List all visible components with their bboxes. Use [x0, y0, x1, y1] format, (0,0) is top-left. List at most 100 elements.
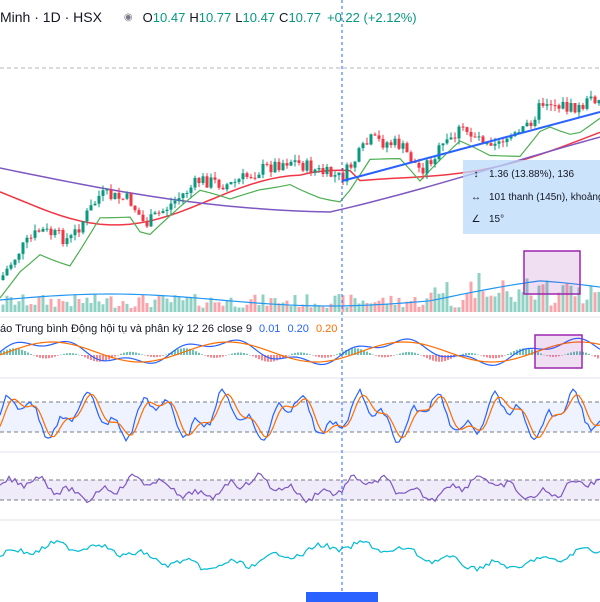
volume-bar: [62, 301, 65, 312]
volume-highlight-box[interactable]: [524, 251, 580, 294]
angle-text: 15°: [489, 214, 504, 225]
candle-body: [582, 105, 585, 109]
candle-body: [558, 105, 561, 108]
macd-legend[interactable]: áo Trung bình Động hội tụ và phân kỳ 12 …: [0, 323, 337, 335]
macd-histogram-bar: [48, 355, 50, 358]
candle-body: [274, 162, 277, 172]
volume-bar: [470, 282, 473, 312]
volume-bar: [334, 296, 337, 312]
macd-histogram-bar: [33, 355, 35, 356]
arrows-vertical-icon: ↕: [469, 169, 483, 180]
volume-bar: [422, 305, 425, 312]
macd-histogram-bar: [426, 355, 428, 358]
volume-bar: [550, 306, 553, 312]
macd-highlight-box[interactable]: [535, 335, 582, 368]
volume-bar: [146, 303, 149, 312]
candle-body: [58, 230, 61, 231]
volume-bar: [250, 299, 253, 312]
macd-histogram-bar: [117, 355, 119, 356]
macd-histogram-bar: [297, 352, 299, 355]
volume-bar: [386, 304, 389, 312]
candle-body: [42, 229, 45, 232]
volume-bar: [338, 294, 341, 312]
price-range-text: 1.36 (13.88%), 136: [489, 169, 574, 180]
volume-bar: [18, 301, 21, 312]
candle-body: [310, 161, 313, 173]
macd-histogram-bar: [120, 354, 122, 355]
candle-body: [438, 145, 441, 159]
candle-body: [214, 177, 217, 179]
volume-bar: [98, 301, 101, 312]
macd-histogram-bar: [213, 355, 215, 358]
candle-body: [38, 230, 41, 231]
volume-bar: [458, 307, 461, 312]
symbol-title[interactable]: Minh · 1D · HSX: [0, 9, 102, 25]
volume-bar: [378, 301, 381, 312]
volume-bar: [426, 298, 429, 312]
candle-body: [34, 230, 37, 237]
macd-histogram-bar: [216, 355, 218, 358]
volume-bars: [2, 273, 600, 312]
macd-histogram-bar: [75, 354, 77, 355]
candle-body: [474, 137, 477, 138]
volume-bar: [282, 303, 285, 312]
volume-bar: [574, 296, 577, 312]
candle-body: [434, 159, 437, 164]
volume-bar: [398, 298, 401, 312]
candle-body: [2, 275, 5, 280]
candle-body: [334, 175, 337, 177]
volume-bar: [534, 300, 537, 312]
macd-histogram-bar: [432, 355, 434, 361]
tooltip-bars-row: ↔ 101 thanh (145n), khoảng: [469, 192, 600, 203]
candle-body: [442, 143, 445, 145]
open-value: 10.47: [153, 10, 186, 25]
candle-body: [242, 173, 245, 179]
macd-histogram-bar: [594, 355, 596, 357]
candle-body: [14, 260, 17, 265]
volume-bar: [14, 305, 17, 312]
macd-histogram-bar: [462, 354, 464, 355]
volume-bar: [402, 307, 405, 312]
volume-bar: [482, 291, 485, 312]
volume-bar: [238, 308, 241, 312]
volume-bar: [150, 307, 153, 312]
macd-histogram-bar: [417, 354, 419, 355]
candle-body: [62, 230, 65, 244]
macd-histogram-bar: [66, 353, 68, 355]
macd-histogram-bar: [210, 355, 212, 358]
macd-histogram-bar: [408, 352, 410, 355]
macd-histogram-bar: [336, 354, 338, 355]
macd-histogram-bar: [486, 355, 488, 357]
volume-bar: [158, 295, 161, 312]
macd-histogram-bar: [483, 355, 485, 357]
macd-histogram-bar: [267, 355, 269, 362]
candle-body: [94, 204, 97, 206]
volume-bar: [34, 305, 37, 312]
volume-bar: [462, 300, 465, 312]
candle-body: [586, 98, 589, 109]
candle-body: [254, 178, 257, 179]
macd-histogram-bar: [156, 355, 158, 357]
volume-bar: [134, 306, 137, 312]
candle-body: [362, 143, 365, 148]
macd-histogram-bar: [84, 355, 86, 357]
candle-body: [322, 168, 325, 174]
candle-body: [142, 215, 145, 221]
candle-body: [446, 139, 449, 143]
volume-bar: [266, 306, 269, 312]
macd-histogram-bar: [429, 355, 431, 360]
macd-histogram-bar: [315, 355, 317, 356]
candle-body: [354, 162, 357, 168]
volume-bar: [174, 295, 177, 312]
volume-bar: [326, 308, 329, 312]
macd-histogram-bar: [249, 355, 251, 356]
candle-body: [202, 176, 205, 183]
volume-bar: [362, 301, 365, 312]
candle-body: [206, 176, 209, 187]
candle-body: [454, 138, 457, 139]
open-label: O: [143, 10, 153, 25]
volume-bar: [286, 301, 289, 312]
candle-body: [398, 139, 401, 149]
low-label: L: [235, 10, 242, 25]
